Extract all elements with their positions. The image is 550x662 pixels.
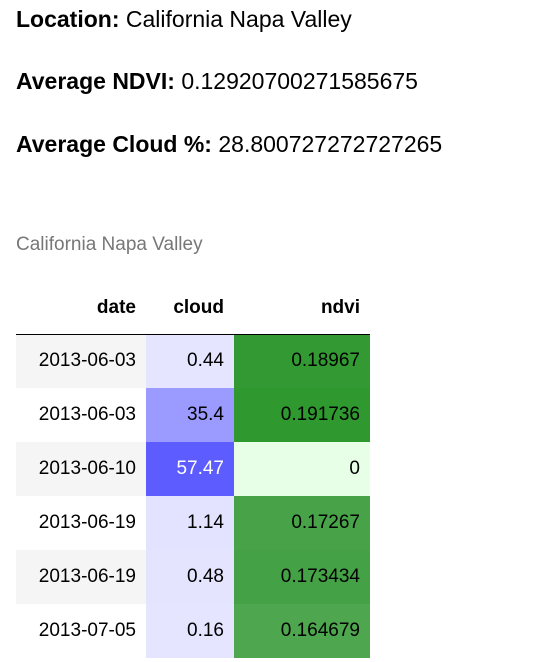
cell-cloud: 57.47 <box>146 442 234 496</box>
data-table: date cloud ndvi 2013-06-03 0.44 0.18967 201… <box>16 282 370 658</box>
column-header-cloud: cloud <box>146 282 234 335</box>
cell-date: 2013-06-19 <box>16 550 146 604</box>
column-header-ndvi: ndvi <box>234 282 370 335</box>
cell-cloud: 0.48 <box>146 550 234 604</box>
average-cloud-line: Average Cloud %: 28.800727272727265 <box>16 129 442 159</box>
cell-date: 2013-06-03 <box>16 388 146 442</box>
table-row: 2013-06-19 1.14 0.17267 <box>16 496 370 550</box>
average-ndvi-label: Average NDVI: <box>16 68 175 94</box>
average-cloud-value: 28.800727272727265 <box>218 131 443 157</box>
cell-date: 2013-06-03 <box>16 334 146 388</box>
cell-date: 2013-07-05 <box>16 604 146 658</box>
location-value: California Napa Valley <box>125 6 352 32</box>
table-header-row: date cloud ndvi <box>16 282 370 335</box>
average-ndvi-line: Average NDVI: 0.12920700271585675 <box>16 66 418 96</box>
table-row: 2013-06-10 57.47 0 <box>16 442 370 496</box>
cell-cloud: 0.44 <box>146 334 234 388</box>
table-row: 2013-07-05 0.16 0.164679 <box>16 604 370 658</box>
average-cloud-label: Average Cloud %: <box>16 131 212 157</box>
table-body: 2013-06-03 0.44 0.18967 2013-06-03 35.4 0.191… <box>16 334 370 658</box>
cell-date: 2013-06-19 <box>16 496 146 550</box>
location-line: Location: California Napa Valley <box>16 4 352 34</box>
table-caption: California Napa Valley <box>16 234 203 255</box>
cell-date: 2013-06-10 <box>16 442 146 496</box>
cell-ndvi: 0 <box>234 442 370 496</box>
location-label: Location: <box>16 6 120 32</box>
cell-ndvi: 0.17267 <box>234 496 370 550</box>
cell-ndvi: 0.164679 <box>234 604 370 658</box>
cell-cloud: 1.14 <box>146 496 234 550</box>
table-row: 2013-06-19 0.48 0.173434 <box>16 550 370 604</box>
column-header-date: date <box>16 282 146 335</box>
cell-cloud: 0.16 <box>146 604 234 658</box>
cell-cloud: 35.4 <box>146 388 234 442</box>
cell-ndvi: 0.18967 <box>234 334 370 388</box>
cell-ndvi: 0.173434 <box>234 550 370 604</box>
table-row: 2013-06-03 35.4 0.191736 <box>16 388 370 442</box>
average-ndvi-value: 0.12920700271585675 <box>181 68 418 94</box>
table-row: 2013-06-03 0.44 0.18967 <box>16 334 370 388</box>
cell-ndvi: 0.191736 <box>234 388 370 442</box>
